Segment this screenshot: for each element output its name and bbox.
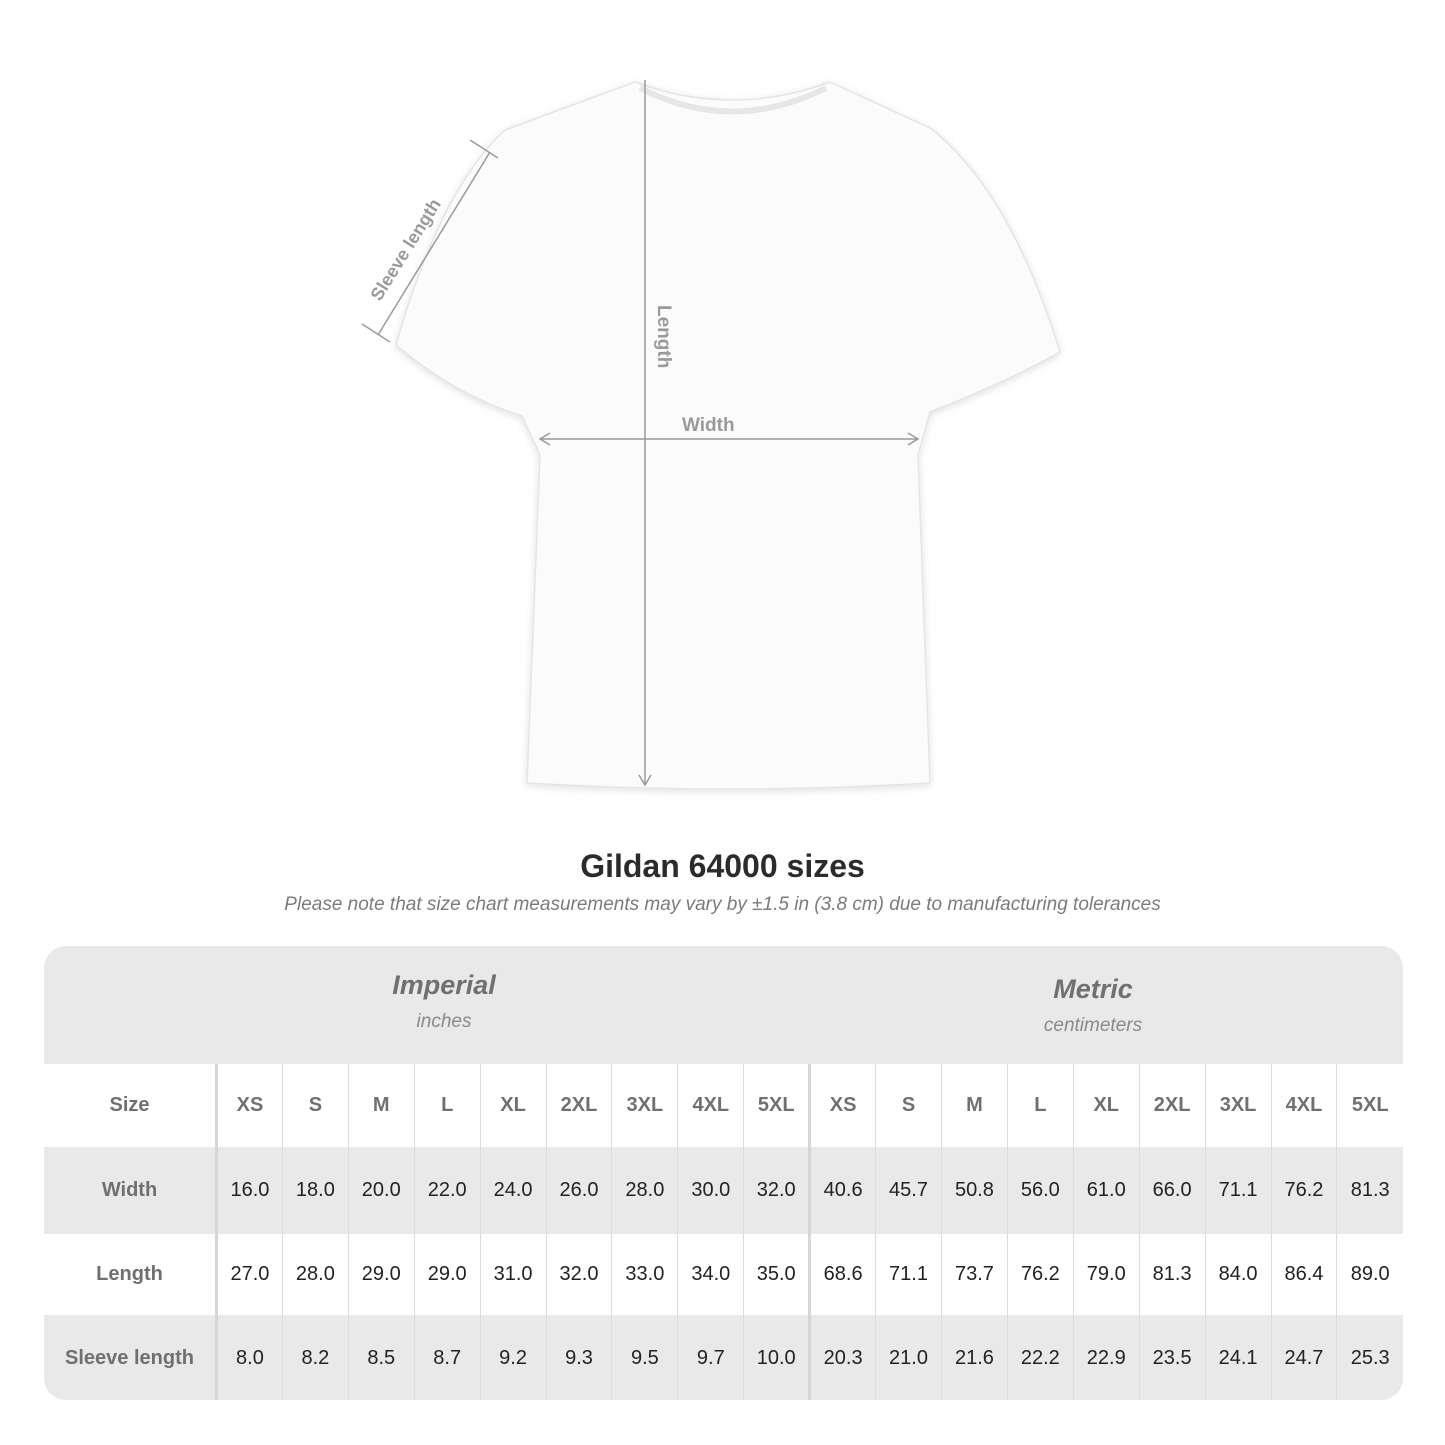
- table-cell: 86.4: [1270, 1234, 1337, 1315]
- table-cell: 22.2: [1006, 1315, 1074, 1400]
- table-cell: 24.1: [1204, 1315, 1271, 1400]
- table-cell: 5XL: [1336, 1064, 1403, 1147]
- table-cell: 30.0: [677, 1147, 744, 1234]
- table-cell: S: [281, 1064, 349, 1147]
- table-row: Sleeve length 8.0 8.2 8.5 8.7 9.2 9.3 9.5 9.7 10.…: [44, 1315, 1403, 1400]
- table-cell: 31.0: [479, 1234, 547, 1315]
- table-cell: 2XL: [545, 1064, 612, 1147]
- table-cell: 79.0: [1072, 1234, 1140, 1315]
- row-label: Width: [44, 1147, 218, 1234]
- table-cell: 71.1: [1204, 1147, 1271, 1234]
- table-cell: 68.6: [808, 1234, 876, 1315]
- size-table: Size XS S M L XL 2XL 3XL 4XL 5XL XS S M L XL 2XL 3XL 4XL 5…: [44, 1064, 1403, 1400]
- table-cell: L: [1006, 1064, 1074, 1147]
- table-cell: 28.0: [611, 1147, 678, 1234]
- row-label: Size: [44, 1064, 218, 1147]
- table-cell: 34.0: [677, 1234, 744, 1315]
- table-cell: L: [413, 1064, 481, 1147]
- table-cell: 24.0: [479, 1147, 547, 1234]
- table-cell: 29.0: [413, 1234, 481, 1315]
- table-cell: 89.0: [1336, 1234, 1403, 1315]
- table-cell: 22.0: [413, 1147, 481, 1234]
- tshirt-diagram: Length Width Sleeve length: [361, 80, 1061, 790]
- table-cell: 76.2: [1006, 1234, 1074, 1315]
- table-cell: 56.0: [1006, 1147, 1074, 1234]
- table-cell: 21.0: [875, 1315, 942, 1400]
- length-label: Length: [653, 305, 674, 368]
- table-row: Width 16.0 18.0 20.0 22.0 24.0 26.0 28.0 30.0 32.…: [44, 1147, 1403, 1234]
- table-cell: 8.2: [281, 1315, 349, 1400]
- table-cell: 22.9: [1072, 1315, 1140, 1400]
- table-cell: 9.5: [611, 1315, 678, 1400]
- tshirt-shape: [395, 81, 1061, 790]
- table-cell: 81.3: [1138, 1234, 1206, 1315]
- table-cell: 18.0: [281, 1147, 349, 1234]
- table-cell: 35.0: [743, 1234, 810, 1315]
- table-cell: 9.2: [479, 1315, 547, 1400]
- size-header-row: Size XS S M L XL 2XL 3XL 4XL 5XL XS S M L XL 2XL 3XL 4XL 5…: [44, 1064, 1403, 1147]
- table-cell: 32.0: [545, 1234, 612, 1315]
- table-cell: 32.0: [743, 1147, 810, 1234]
- table-cell: 40.6: [808, 1147, 876, 1234]
- table-cell: 5XL: [743, 1064, 810, 1147]
- table-row: Length 27.0 28.0 29.0 29.0 31.0 32.0 33.0 34.0 35…: [44, 1234, 1403, 1315]
- table-cell: 25.3: [1336, 1315, 1403, 1400]
- table-cell: 45.7: [875, 1147, 942, 1234]
- table-cell: 23.5: [1138, 1315, 1206, 1400]
- table-cell: 33.0: [611, 1234, 678, 1315]
- table-cell: 27.0: [216, 1234, 283, 1315]
- table-cell: 50.8: [940, 1147, 1008, 1234]
- table-cell: S: [875, 1064, 942, 1147]
- page-title: Gildan 64000 sizes: [580, 848, 865, 884]
- imperial-header: Imperial inches: [392, 970, 496, 1032]
- metric-header: Metric centimeters: [1043, 974, 1143, 1036]
- table-cell: 26.0: [545, 1147, 612, 1234]
- row-label: Sleeve length: [44, 1315, 218, 1400]
- table-cell: 76.2: [1270, 1147, 1337, 1234]
- table-cell: 20.3: [808, 1315, 876, 1400]
- measure-lines: [361, 80, 920, 787]
- table-cell: 61.0: [1072, 1147, 1140, 1234]
- table-cell: 16.0: [216, 1147, 283, 1234]
- table-cell: 28.0: [281, 1234, 349, 1315]
- table-cell: XL: [1072, 1064, 1140, 1147]
- table-cell: 4XL: [677, 1064, 744, 1147]
- table-cell: 9.3: [545, 1315, 612, 1400]
- table-cell: M: [347, 1064, 415, 1147]
- table-cell: 66.0: [1138, 1147, 1206, 1234]
- table-cell: 29.0: [347, 1234, 415, 1315]
- table-cell: 24.7: [1270, 1315, 1337, 1400]
- size-chart-panel: Imperial inches Metric centimeters Size X…: [44, 946, 1403, 1400]
- table-cell: 2XL: [1138, 1064, 1206, 1147]
- table-cell: 81.3: [1336, 1147, 1403, 1234]
- table-cell: 21.6: [940, 1315, 1008, 1400]
- table-cell: M: [940, 1064, 1008, 1147]
- row-label: Length: [44, 1234, 218, 1315]
- table-cell: XL: [479, 1064, 547, 1147]
- table-cell: 8.5: [347, 1315, 415, 1400]
- width-label: Width: [682, 415, 735, 436]
- table-cell: 8.7: [413, 1315, 481, 1400]
- table-cell: 4XL: [1270, 1064, 1337, 1147]
- table-cell: 8.0: [216, 1315, 283, 1400]
- table-cell: 10.0: [743, 1315, 810, 1400]
- table-cell: 84.0: [1204, 1234, 1271, 1315]
- table-cell: XS: [216, 1064, 283, 1147]
- table-cell: 3XL: [1204, 1064, 1271, 1147]
- table-cell: 20.0: [347, 1147, 415, 1234]
- table-cell: 71.1: [875, 1234, 942, 1315]
- table-cell: 3XL: [611, 1064, 678, 1147]
- table-cell: 73.7: [940, 1234, 1008, 1315]
- table-cell: 9.7: [677, 1315, 744, 1400]
- table-cell: XS: [808, 1064, 876, 1147]
- tolerance-note: Please note that size chart measurements…: [284, 894, 1161, 915]
